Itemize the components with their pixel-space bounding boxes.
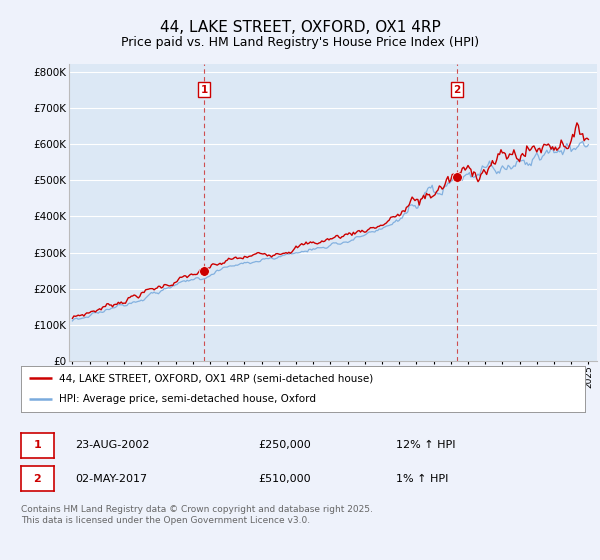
Text: HPI: Average price, semi-detached house, Oxford: HPI: Average price, semi-detached house,… — [59, 394, 316, 404]
Text: 23-AUG-2002: 23-AUG-2002 — [75, 440, 149, 450]
Text: £250,000: £250,000 — [258, 440, 311, 450]
Text: 1: 1 — [200, 85, 208, 95]
Text: 1: 1 — [34, 440, 41, 450]
Text: £510,000: £510,000 — [258, 474, 311, 484]
Text: 12% ↑ HPI: 12% ↑ HPI — [396, 440, 455, 450]
Text: 1% ↑ HPI: 1% ↑ HPI — [396, 474, 448, 484]
Text: 44, LAKE STREET, OXFORD, OX1 4RP (semi-detached house): 44, LAKE STREET, OXFORD, OX1 4RP (semi-d… — [59, 373, 374, 383]
Text: Price paid vs. HM Land Registry's House Price Index (HPI): Price paid vs. HM Land Registry's House … — [121, 36, 479, 49]
Text: 02-MAY-2017: 02-MAY-2017 — [75, 474, 147, 484]
Text: 2: 2 — [453, 85, 460, 95]
Text: 44, LAKE STREET, OXFORD, OX1 4RP: 44, LAKE STREET, OXFORD, OX1 4RP — [160, 20, 440, 35]
Text: Contains HM Land Registry data © Crown copyright and database right 2025.
This d: Contains HM Land Registry data © Crown c… — [21, 505, 373, 525]
Text: 2: 2 — [34, 474, 41, 484]
